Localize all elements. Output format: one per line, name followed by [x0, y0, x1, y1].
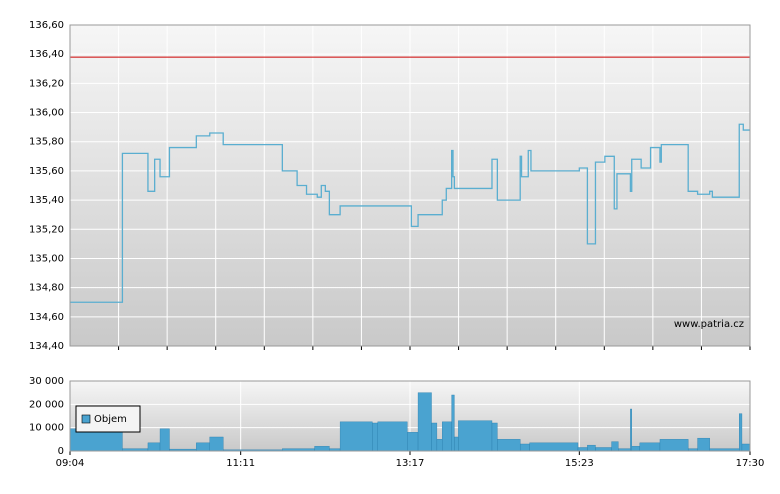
y-tick-label: 135,80 [29, 137, 64, 148]
legend-swatch [81, 414, 91, 424]
volume-bar [159, 428, 170, 452]
volume-bar [209, 436, 224, 452]
y-tick-label: 20 000 [29, 399, 64, 410]
y-tick-label: 30 000 [29, 376, 64, 387]
volume-bar [595, 447, 612, 452]
y-tick-label: 134,80 [29, 283, 64, 294]
y-tick-label: 135,60 [29, 166, 64, 177]
y-tick-label: 10 000 [29, 423, 64, 434]
x-tick-label: 13:17 [396, 458, 425, 469]
volume-bar [639, 442, 661, 452]
y-tick-label: 136,20 [29, 78, 64, 89]
y-tick-label: 136,60 [29, 20, 64, 31]
volume-bar [631, 446, 641, 452]
y-tick-label: 135,00 [29, 253, 64, 264]
y-tick-label: 134,40 [29, 341, 64, 352]
volume-bar [407, 432, 419, 452]
y-tick-label: 0 [58, 446, 64, 457]
volume-bar [372, 422, 378, 452]
volume-bar [577, 447, 588, 452]
volume-bar [519, 443, 530, 452]
price-line [70, 123, 750, 303]
watermark: www.patria.cz [674, 319, 744, 330]
y-tick-label: 136,40 [29, 49, 64, 60]
volume-bar [529, 442, 579, 452]
volume-bar [497, 439, 521, 452]
x-tick-label: 17:30 [736, 458, 765, 469]
volume-bar [458, 420, 493, 452]
legend-label: Objem [94, 414, 127, 425]
volume-bar [196, 442, 210, 452]
volume-bar [339, 421, 373, 452]
frame [69, 380, 751, 452]
volume-bar [451, 394, 455, 452]
volume-bar [587, 444, 596, 452]
x-tick-label: 11:11 [226, 458, 255, 469]
y-tick-label: 135,20 [29, 224, 64, 235]
volume-bar [436, 439, 443, 452]
volume-bar [611, 441, 619, 452]
y-tick-label: 134,60 [29, 312, 64, 323]
volume-bar [314, 446, 330, 452]
volume-bar [147, 442, 161, 452]
volume-bar [630, 408, 632, 452]
y-tick-label: 136,00 [29, 108, 64, 119]
volume-bar [431, 422, 438, 452]
frame [69, 24, 751, 347]
volume-bar [697, 437, 710, 452]
volume-bar [377, 421, 408, 452]
volume-bar [454, 436, 459, 452]
volume-bar [442, 421, 452, 452]
x-tick-label: 15:23 [565, 458, 594, 469]
volume-bar [741, 443, 751, 452]
volume-bar [491, 422, 498, 452]
volume-bar [659, 439, 689, 452]
volume-bar [739, 413, 743, 452]
volume-bar [417, 392, 432, 452]
x-tick-label: 09:04 [56, 458, 85, 469]
y-tick-label: 135,40 [29, 195, 64, 206]
